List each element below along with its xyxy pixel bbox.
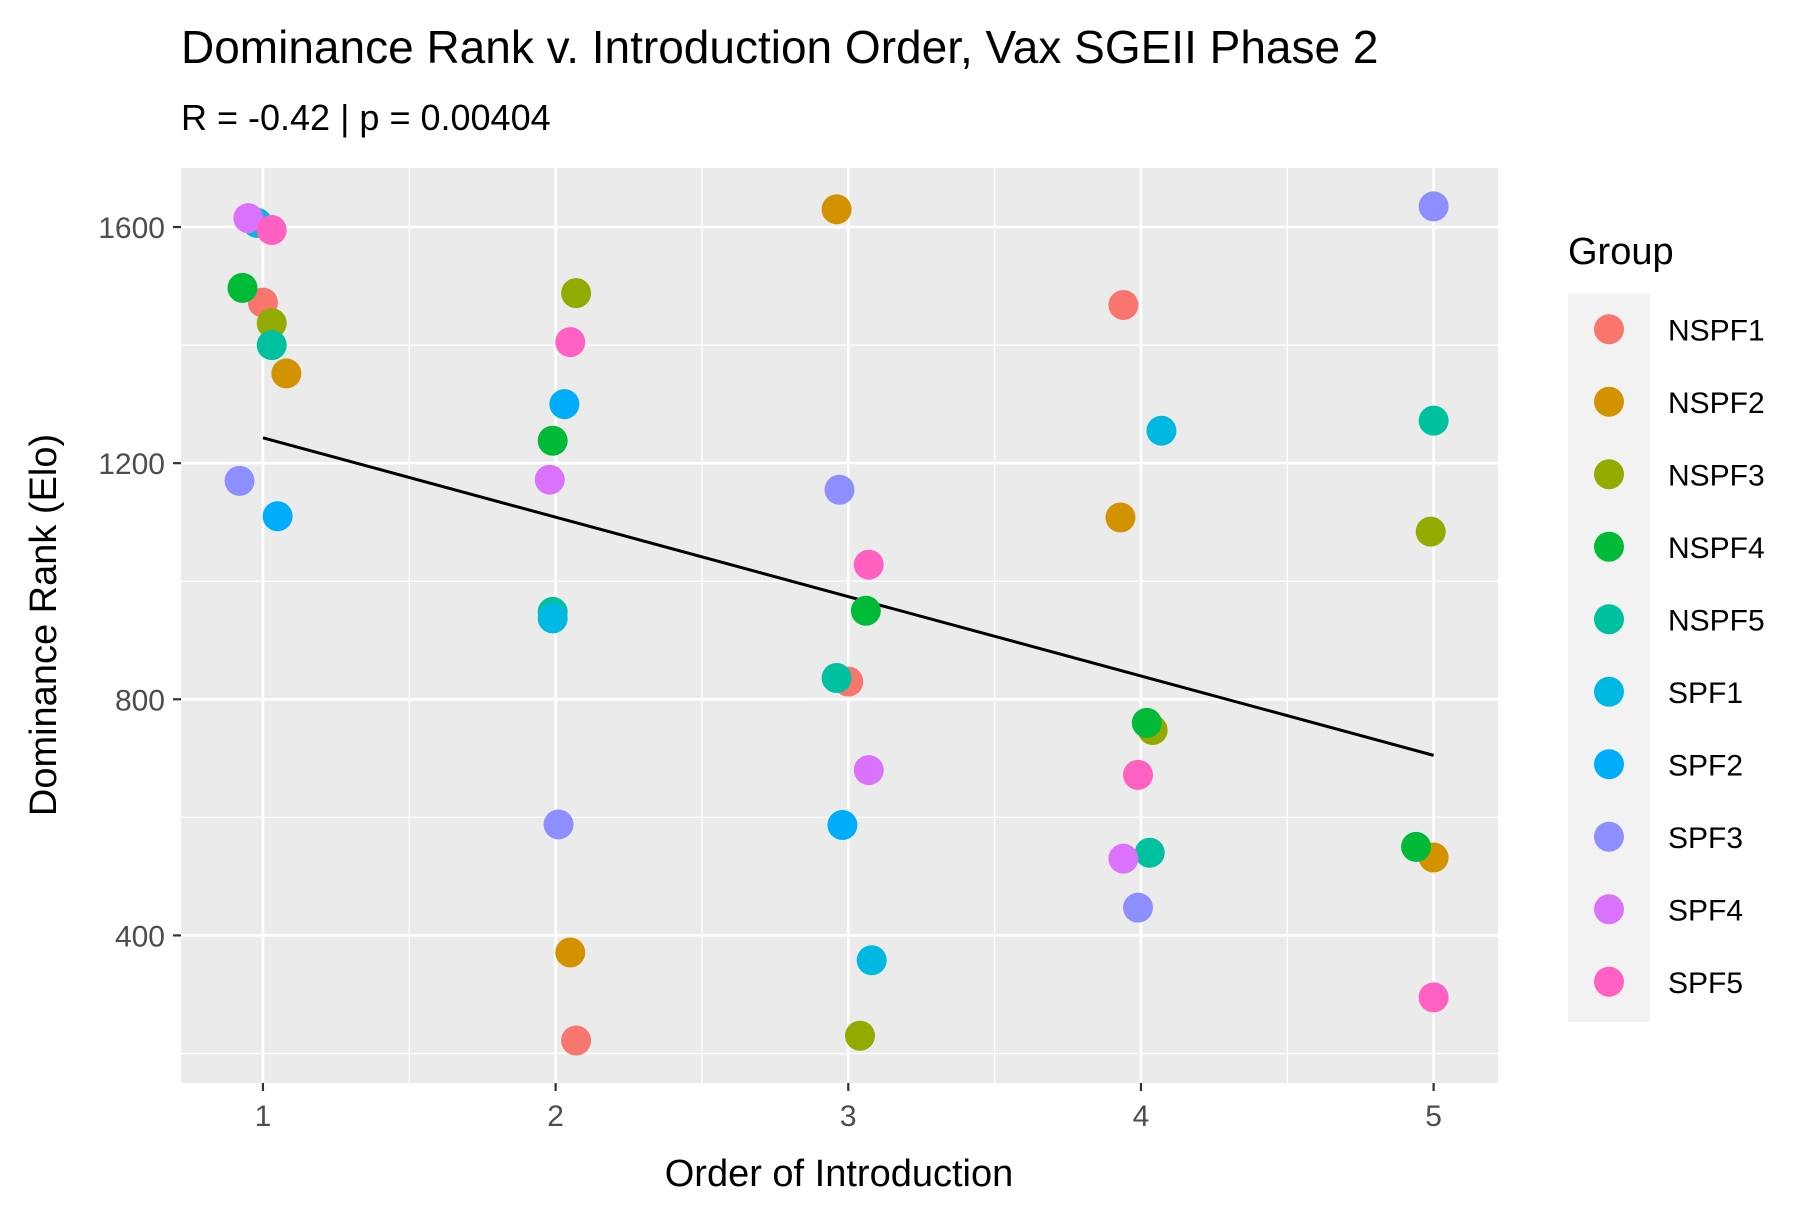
data-point-spf3 bbox=[224, 465, 255, 496]
legend-label: SPF1 bbox=[1668, 677, 1743, 710]
legend-key-spf5 bbox=[1594, 966, 1624, 997]
legend: NSPF1 NSPF2 NSPF3 NSPF4 NSPF5 SPF1 SPF2 SPF3 SPF… bbox=[1594, 314, 1765, 1000]
data-point-spf1 bbox=[1146, 415, 1177, 446]
data-point-nspf4 bbox=[1131, 707, 1162, 738]
data-point-nspf4 bbox=[850, 595, 881, 626]
data-point-spf3 bbox=[1418, 191, 1449, 222]
x-tick-label: 3 bbox=[840, 1100, 857, 1133]
data-point-nspf1 bbox=[1108, 289, 1139, 320]
x-axis-label: Order of Introduction bbox=[665, 1153, 1014, 1195]
data-point-spf5 bbox=[1123, 759, 1154, 790]
legend-label: NSPF1 bbox=[1668, 314, 1765, 347]
chart-title: Dominance Rank v. Introduction Order, Va… bbox=[181, 21, 1378, 73]
data-point-spf4 bbox=[1108, 843, 1139, 874]
legend-key-spf3 bbox=[1594, 821, 1624, 852]
legend-label: SPF2 bbox=[1668, 749, 1743, 782]
data-point-nspf3 bbox=[844, 1020, 875, 1051]
legend-label: NSPF5 bbox=[1668, 604, 1765, 637]
trend-line bbox=[262, 436, 1435, 757]
legend-key-nspf1 bbox=[1594, 314, 1624, 345]
plot-panel bbox=[181, 168, 1498, 1083]
legend-key-nspf3 bbox=[1594, 459, 1624, 490]
data-points bbox=[224, 191, 1449, 1056]
data-point-spf1 bbox=[537, 603, 568, 634]
data-point-spf4 bbox=[233, 203, 264, 234]
legend-label: NSPF4 bbox=[1668, 532, 1765, 565]
data-point-spf3 bbox=[824, 474, 855, 505]
legend-key-spf4 bbox=[1594, 894, 1624, 925]
data-point-nspf4 bbox=[537, 425, 568, 456]
x-tick-label: 1 bbox=[255, 1100, 272, 1133]
data-point-spf5 bbox=[555, 327, 586, 358]
data-point-spf1 bbox=[856, 945, 887, 976]
data-point-spf3 bbox=[1123, 892, 1154, 923]
data-point-spf2 bbox=[549, 389, 580, 420]
data-point-nspf2 bbox=[555, 937, 586, 968]
legend-title: Group bbox=[1568, 231, 1674, 273]
data-point-nspf4 bbox=[1401, 831, 1432, 862]
data-point-spf4 bbox=[534, 464, 565, 495]
data-point-nspf1 bbox=[561, 1025, 592, 1056]
y-tick-label: 1200 bbox=[98, 448, 165, 481]
data-point-spf5 bbox=[256, 214, 287, 245]
legend-label: NSPF2 bbox=[1668, 387, 1765, 420]
data-point-spf4 bbox=[853, 755, 884, 786]
data-point-spf2 bbox=[262, 501, 293, 532]
x-tick-label: 5 bbox=[1425, 1100, 1442, 1133]
legend-label: SPF3 bbox=[1668, 822, 1743, 855]
trend-line-layer bbox=[262, 436, 1435, 757]
x-tick-label: 4 bbox=[1133, 1100, 1150, 1133]
data-point-spf2 bbox=[827, 810, 858, 841]
y-tick-label: 1600 bbox=[98, 212, 165, 245]
data-point-spf5 bbox=[853, 549, 884, 580]
data-point-nspf5 bbox=[1134, 837, 1165, 868]
legend-key-nspf2 bbox=[1594, 386, 1624, 417]
data-point-nspf3 bbox=[561, 278, 592, 309]
legend-label: SPF5 bbox=[1668, 967, 1743, 1000]
axes: 1 2 3 4 5 400 800 1200 1600 bbox=[98, 212, 1442, 1133]
y-tick-label: 400 bbox=[115, 920, 165, 953]
legend-key-nspf5 bbox=[1594, 604, 1624, 635]
data-point-nspf5 bbox=[1418, 405, 1449, 436]
legend-key-spf1 bbox=[1594, 676, 1624, 707]
data-point-spf3 bbox=[543, 809, 574, 840]
x-tick-label: 2 bbox=[547, 1100, 564, 1133]
data-point-nspf2 bbox=[271, 358, 302, 389]
y-axis-label: Dominance Rank (Elo) bbox=[23, 434, 65, 816]
legend-key-spf2 bbox=[1594, 749, 1624, 780]
legend-label: SPF4 bbox=[1668, 894, 1743, 927]
data-point-nspf5 bbox=[256, 330, 287, 361]
data-point-nspf2 bbox=[1105, 502, 1136, 533]
data-point-nspf5 bbox=[821, 663, 852, 694]
legend-key-nspf4 bbox=[1594, 531, 1624, 562]
legend-label: NSPF3 bbox=[1668, 459, 1765, 492]
chart-subtitle: R = -0.42 | p = 0.00404 bbox=[181, 97, 551, 138]
data-point-nspf4 bbox=[227, 272, 258, 303]
data-point-nspf3 bbox=[1415, 516, 1446, 547]
data-point-nspf3 bbox=[256, 308, 287, 339]
data-point-spf5 bbox=[1418, 982, 1449, 1013]
y-tick-label: 800 bbox=[115, 684, 165, 717]
data-point-nspf2 bbox=[821, 194, 852, 225]
